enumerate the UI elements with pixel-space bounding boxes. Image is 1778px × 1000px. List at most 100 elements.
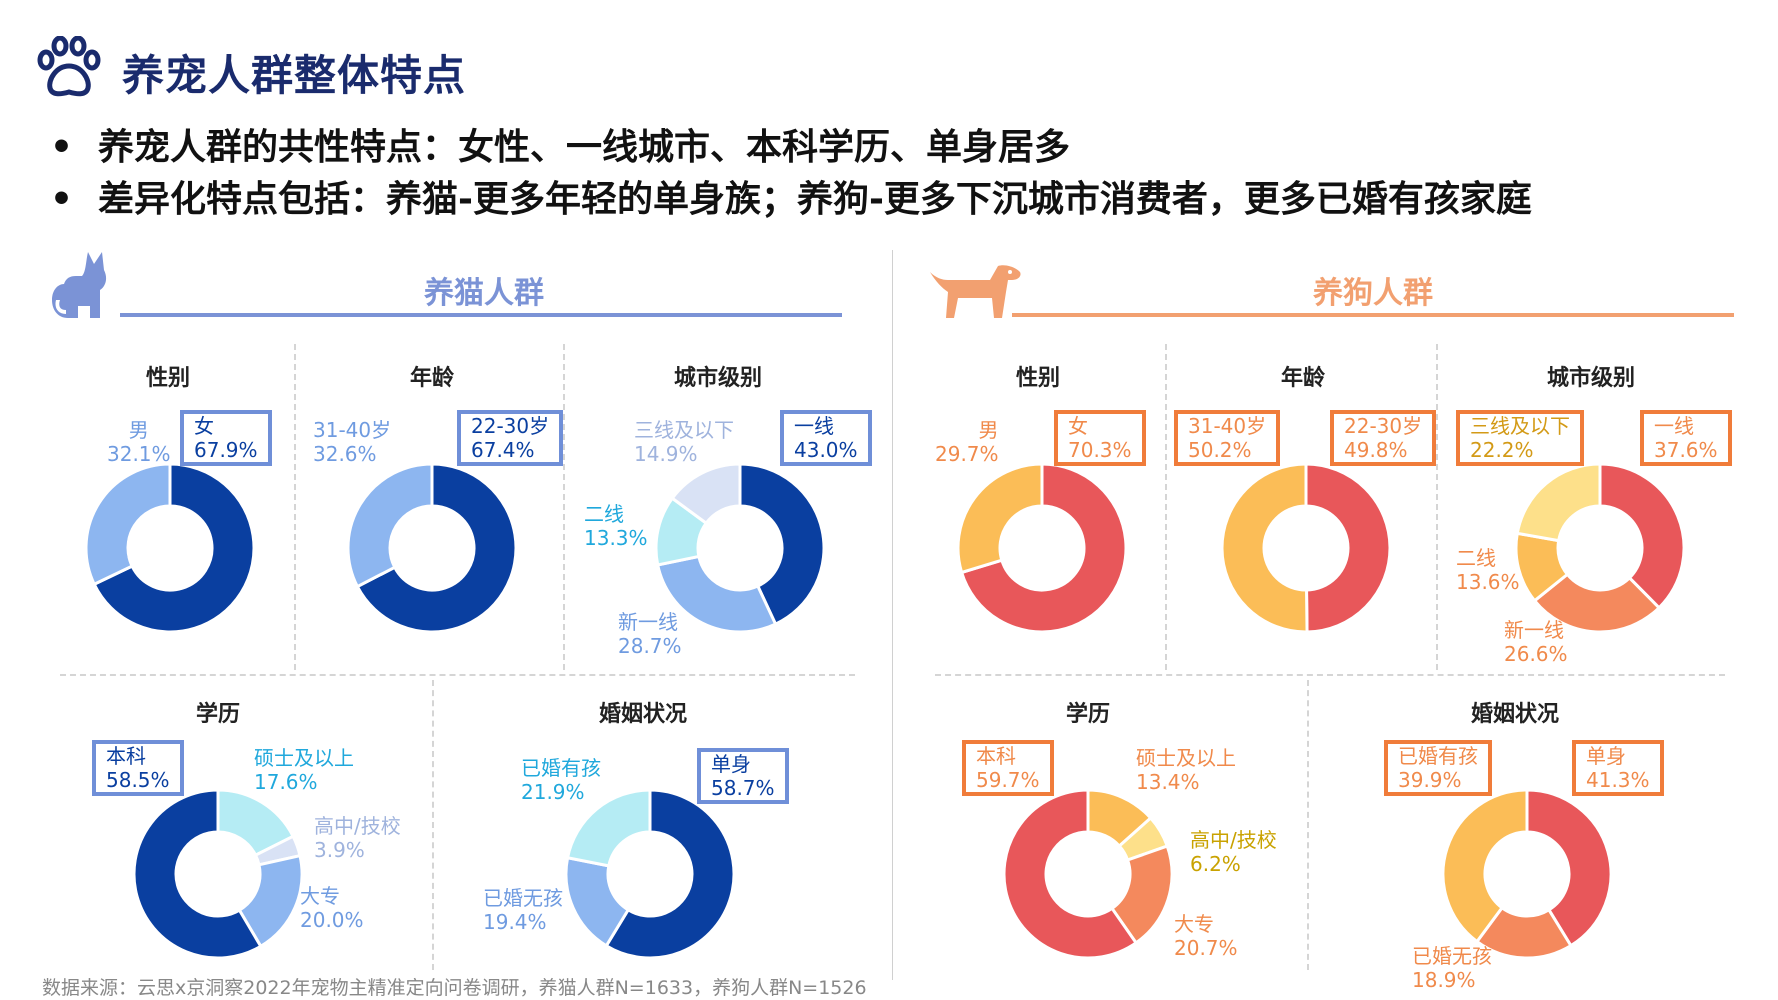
data-label: 31-40岁 32.6% bbox=[313, 418, 391, 466]
paw-icon bbox=[34, 36, 104, 100]
value-label: 49.8% bbox=[1344, 438, 1408, 462]
data-label: 大专 20.0% bbox=[300, 884, 364, 932]
bullet-1-text: 养宠人群的共性特点：女性、一线城市、本科学历、单身居多 bbox=[98, 127, 1071, 168]
category-label: 已婚无孩 bbox=[1412, 944, 1492, 968]
value-label: 18.9% bbox=[1412, 968, 1476, 992]
category-label: 22-30岁 bbox=[471, 414, 550, 438]
category-label: 大专 bbox=[300, 884, 340, 908]
donut-slice bbox=[1441, 788, 1529, 944]
category-label: 硕士及以上 bbox=[1136, 746, 1236, 770]
category-label: 一线 bbox=[1654, 414, 1694, 438]
category-label: 三线及以下 bbox=[1470, 414, 1570, 438]
highlight-label: 已婚有孩 39.9% bbox=[1384, 740, 1492, 796]
donut-slice bbox=[738, 462, 826, 627]
dog-col-divider-2 bbox=[1436, 344, 1438, 670]
category-label: 单身 bbox=[1586, 744, 1626, 768]
value-label: 32.1% bbox=[107, 442, 171, 466]
value-label: 29.7% bbox=[935, 442, 999, 466]
highlight-label: 22-30岁 49.8% bbox=[1330, 410, 1437, 466]
category-label: 本科 bbox=[976, 744, 1016, 768]
donut-slice bbox=[655, 554, 778, 634]
value-label: 13.6% bbox=[1456, 570, 1520, 594]
cat-section-underline bbox=[120, 313, 842, 317]
cat-col-divider-3 bbox=[432, 680, 434, 970]
cat-age-title: 年龄 bbox=[409, 366, 455, 391]
highlight-label: 本科 58.5% bbox=[92, 740, 184, 796]
value-label: 39.9% bbox=[1398, 768, 1462, 792]
donut-slice bbox=[1220, 462, 1309, 634]
highlight-label: 22-30岁 67.4% bbox=[457, 410, 564, 466]
donut-slice bbox=[565, 788, 652, 868]
highlight-label: 31-40岁 50.2% bbox=[1174, 410, 1281, 466]
value-label: 59.7% bbox=[976, 768, 1040, 792]
category-label: 31-40岁 bbox=[313, 418, 392, 442]
dog-row-divider bbox=[935, 674, 1725, 676]
dog-section-title: 养狗人群 bbox=[1313, 276, 1433, 311]
value-label: 20.7% bbox=[1174, 936, 1238, 960]
value-label: 41.3% bbox=[1586, 768, 1650, 792]
category-label: 已婚无孩 bbox=[483, 886, 563, 910]
value-label: 43.0% bbox=[794, 438, 858, 462]
donut-slice bbox=[1598, 462, 1686, 610]
dog-col-divider-1 bbox=[1165, 344, 1167, 670]
donut-slice bbox=[1525, 788, 1613, 948]
dog-gender-title: 性别 bbox=[1015, 366, 1061, 391]
data-label: 男 32.1% bbox=[107, 418, 171, 466]
donut-slice bbox=[1002, 788, 1139, 960]
bullet-2: • 差异化特点包括：养猫-更多年轻的单身族；养狗-更多下沉城市消费者，更多已婚有孩… bbox=[50, 179, 1532, 220]
category-label: 一线 bbox=[794, 414, 834, 438]
data-label: 三线及以下 14.9% bbox=[634, 418, 734, 466]
category-label: 高中/技校 bbox=[314, 814, 401, 838]
category-label: 女 bbox=[194, 414, 214, 438]
value-label: 22.2% bbox=[1470, 438, 1534, 462]
cat-col-divider-2 bbox=[563, 344, 565, 670]
donut-slice bbox=[1532, 572, 1662, 634]
highlight-label: 本科 59.7% bbox=[962, 740, 1054, 796]
cat-edu-title: 学历 bbox=[195, 702, 241, 727]
data-label: 二线 13.6% bbox=[1456, 546, 1520, 594]
value-label: 50.2% bbox=[1188, 438, 1252, 462]
value-label: 67.4% bbox=[471, 438, 535, 462]
value-label: 58.7% bbox=[711, 776, 775, 800]
cat-row-divider bbox=[60, 674, 855, 676]
value-label: 37.6% bbox=[1654, 438, 1718, 462]
highlight-label: 女 70.3% bbox=[1054, 410, 1146, 466]
donut-slice bbox=[132, 788, 263, 960]
data-label: 已婚无孩 19.4% bbox=[483, 886, 563, 934]
category-label: 22-30岁 bbox=[1344, 414, 1423, 438]
category-label: 本科 bbox=[106, 744, 146, 768]
data-label: 男 29.7% bbox=[935, 418, 999, 466]
category-label: 已婚有孩 bbox=[521, 756, 601, 780]
highlight-label: 一线 37.6% bbox=[1640, 410, 1732, 466]
value-label: 21.9% bbox=[521, 780, 585, 804]
data-label: 已婚无孩 18.9% bbox=[1412, 944, 1492, 992]
donut-slice bbox=[1515, 462, 1602, 543]
highlight-label: 单身 41.3% bbox=[1572, 740, 1664, 796]
value-label: 13.3% bbox=[584, 526, 648, 550]
category-label: 男 bbox=[978, 418, 999, 442]
value-label: 32.6% bbox=[313, 442, 377, 466]
highlight-label: 单身 58.7% bbox=[697, 748, 789, 804]
donut-slice bbox=[84, 462, 172, 587]
donut-slice bbox=[670, 462, 742, 526]
value-label: 58.5% bbox=[106, 768, 170, 792]
cat-col-divider-1 bbox=[294, 344, 296, 670]
donut-slice bbox=[604, 788, 736, 960]
highlight-label: 一线 43.0% bbox=[780, 410, 872, 466]
cat-section-title: 养猫人群 bbox=[424, 276, 544, 311]
category-label: 男 bbox=[128, 418, 149, 442]
donut-slice bbox=[1304, 462, 1392, 634]
data-label: 硕士及以上 13.4% bbox=[1136, 746, 1236, 794]
cat-marital-title: 婚姻状况 bbox=[598, 702, 688, 727]
category-label: 二线 bbox=[584, 502, 624, 526]
value-label: 26.6% bbox=[1504, 642, 1568, 666]
cat-city-title: 城市级别 bbox=[673, 366, 763, 391]
highlight-label: 女 67.9% bbox=[180, 410, 272, 466]
bullet-1: • 养宠人群的共性特点：女性、一线城市、本科学历、单身居多 bbox=[50, 127, 1071, 168]
cat-icon bbox=[48, 250, 114, 322]
page-title: 养宠人群整体特点 bbox=[122, 51, 467, 100]
category-label: 已婚有孩 bbox=[1398, 744, 1478, 768]
data-label: 二线 13.3% bbox=[584, 502, 648, 550]
dog-col-divider-3 bbox=[1307, 680, 1309, 970]
dog-edu-title: 学历 bbox=[1065, 702, 1111, 727]
